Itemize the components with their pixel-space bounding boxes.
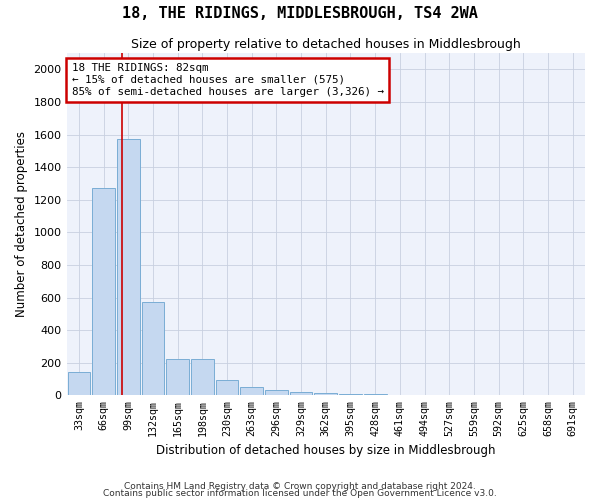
X-axis label: Distribution of detached houses by size in Middlesbrough: Distribution of detached houses by size … [156, 444, 496, 458]
Bar [117, 140, 140, 396]
Bar [364, 394, 386, 396]
Text: 18 THE RIDINGS: 82sqm
← 15% of detached houses are smaller (575)
85% of semi-det: 18 THE RIDINGS: 82sqm ← 15% of detached … [72, 64, 384, 96]
Bar [142, 302, 164, 396]
Bar [92, 188, 115, 396]
Bar [166, 360, 189, 396]
Bar [290, 392, 313, 396]
Bar [68, 372, 90, 396]
Bar [314, 393, 337, 396]
Bar [339, 394, 362, 396]
Text: 18, THE RIDINGS, MIDDLESBROUGH, TS4 2WA: 18, THE RIDINGS, MIDDLESBROUGH, TS4 2WA [122, 6, 478, 20]
Text: Contains public sector information licensed under the Open Government Licence v3: Contains public sector information licen… [103, 490, 497, 498]
Y-axis label: Number of detached properties: Number of detached properties [15, 131, 28, 317]
Bar [241, 387, 263, 396]
Title: Size of property relative to detached houses in Middlesbrough: Size of property relative to detached ho… [131, 38, 521, 51]
Bar [215, 380, 238, 396]
Bar [265, 390, 288, 396]
Text: Contains HM Land Registry data © Crown copyright and database right 2024.: Contains HM Land Registry data © Crown c… [124, 482, 476, 491]
Bar [191, 360, 214, 396]
